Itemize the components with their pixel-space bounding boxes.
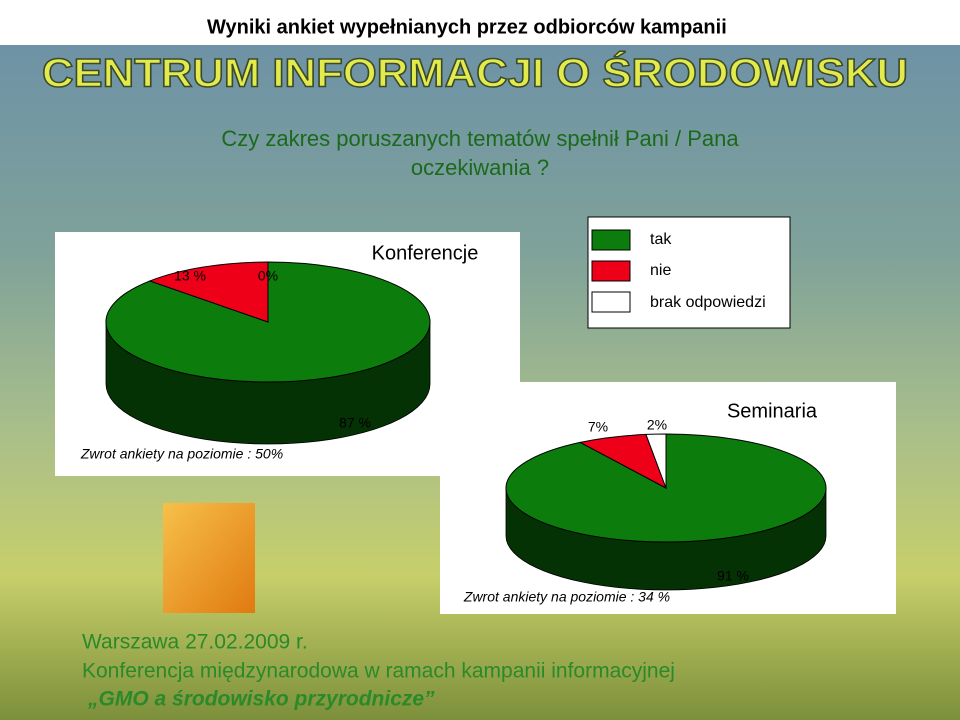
logo [163,503,255,613]
annotation: Zwrot ankiety na poziomie : 50% [80,446,283,462]
value-label: 91 % [717,568,749,584]
legend-swatch [591,291,631,313]
footer: Konferencja międzynarodowa w ramach kamp… [82,660,675,683]
legend-label: nie [650,262,671,279]
question: oczekiwania ? [411,155,549,180]
legend-label: brak odpowiedzi [650,294,766,311]
value-label: 13 % [174,268,206,284]
question: Czy zakres poruszanych tematów spełnił P… [221,126,739,151]
pie-slice [148,261,269,323]
value-label: 2% [647,417,667,433]
value-label: 7% [588,419,608,435]
value-label: 87 % [339,415,371,431]
legend-swatch [591,229,631,251]
value-label: 0% [258,268,278,284]
footer: „GMO a środowisko przyrodnicze” [87,688,435,711]
annotation: Zwrot ankiety na poziomie : 34 % [463,589,670,605]
title-band [0,0,960,45]
footer: Warszawa 27.02.2009 r. [82,631,308,654]
chart-title: Konferencje [372,242,479,264]
banner: CENTRUM INFORMACJI O ŚRODOWISKU [42,50,908,96]
chart-title: Seminaria [727,400,818,422]
legend-swatch [591,260,631,282]
slide-title: Wyniki ankiet wypełnianych przez odbiorc… [207,16,727,38]
pie-slice [645,433,667,489]
legend-label: tak [650,231,672,248]
